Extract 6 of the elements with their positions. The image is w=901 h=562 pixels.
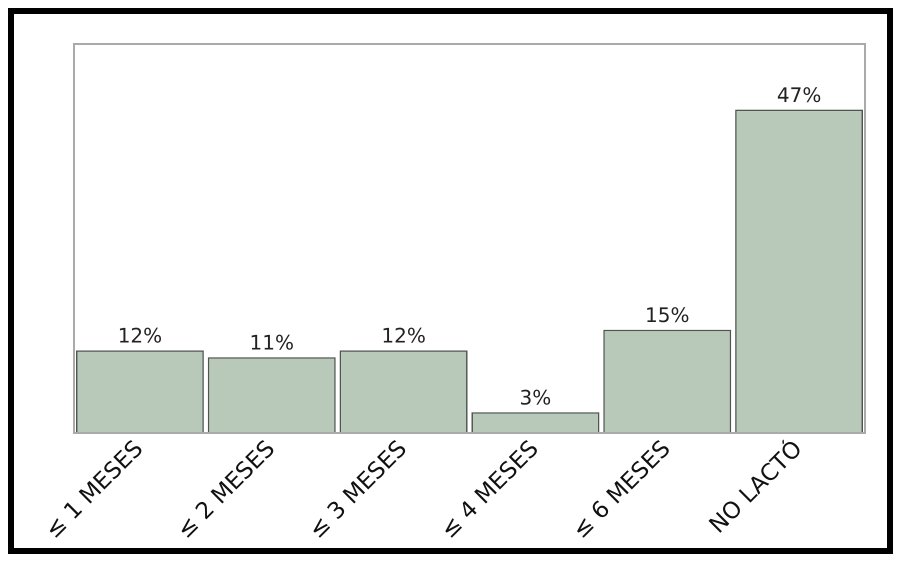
data-label: 12%: [381, 324, 426, 348]
data-label: 3%: [520, 386, 552, 410]
data-label: 47%: [776, 82, 822, 107]
data-label: 11%: [250, 330, 294, 354]
data-label: 12%: [118, 324, 162, 348]
data-label: 15%: [645, 302, 690, 327]
